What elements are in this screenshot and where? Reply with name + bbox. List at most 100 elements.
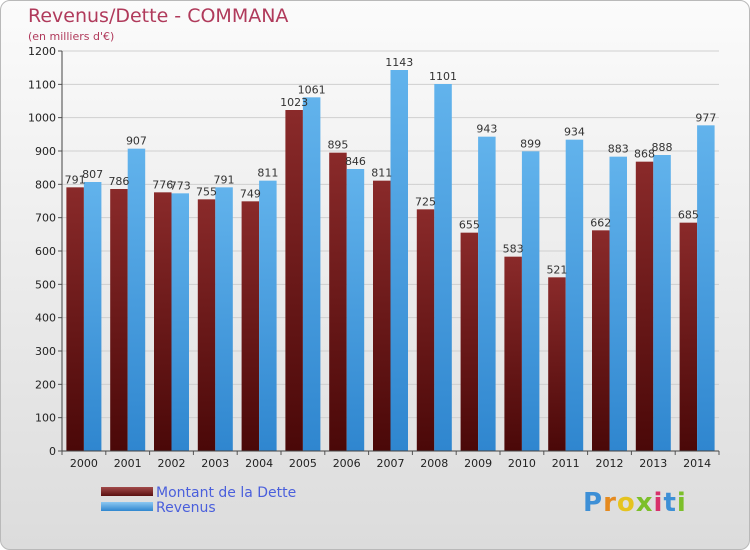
x-tick-label: 2007 — [377, 457, 405, 470]
x-tick-label: 2003 — [201, 457, 229, 470]
bars — [66, 70, 715, 452]
bar-revenus — [171, 193, 189, 452]
bar-revenus — [478, 136, 496, 451]
value-label-dette: 749 — [240, 187, 261, 200]
x-tick-label: 2013 — [639, 457, 667, 470]
x-tick-label: 2010 — [508, 457, 536, 470]
x-tick-label: 2008 — [420, 457, 448, 470]
axes — [61, 51, 719, 452]
value-label-revenus: 773 — [170, 179, 191, 192]
x-axis-ticks: 2000 2001 2002 2003 2004 2005 2006 2007 2008 2009… — [61, 451, 720, 470]
bar-dette — [373, 180, 391, 451]
y-tick-label: 500 — [35, 278, 56, 291]
x-tick-label: 2001 — [114, 457, 142, 470]
x-tick-label: 2006 — [333, 457, 361, 470]
bar-dette — [110, 189, 128, 451]
bar-revenus — [259, 180, 277, 451]
value-label-revenus: 899 — [520, 137, 541, 150]
bar-dette — [460, 232, 479, 451]
logo-letter: i — [676, 488, 687, 518]
bar-revenus — [653, 155, 671, 451]
x-tick-label: 2009 — [464, 457, 492, 470]
value-label-revenus: 811 — [257, 167, 278, 180]
logo-letter: r — [603, 488, 617, 518]
legend-label-dette: Montant de la Dette — [156, 485, 297, 501]
x-tick-label: 2012 — [596, 457, 624, 470]
value-label-dette: 521 — [546, 263, 567, 276]
value-label-revenus: 1061 — [298, 83, 326, 96]
bar-revenus — [521, 151, 540, 452]
value-label-revenus: 1143 — [385, 56, 413, 69]
bar-revenus — [434, 84, 452, 451]
bar-dette — [679, 222, 698, 451]
value-label-dette: 786 — [108, 175, 129, 188]
value-label-dette: 662 — [590, 216, 611, 229]
legend-label-revenus: Revenus — [156, 500, 216, 516]
legend-swatch-dette — [101, 487, 153, 496]
y-tick-label: 700 — [35, 212, 56, 225]
legend-swatch-revenus — [101, 502, 153, 511]
value-label-revenus: 977 — [695, 111, 716, 124]
bar-revenus — [127, 148, 146, 451]
logo-letter: P — [583, 488, 604, 518]
bar-dette — [329, 152, 347, 451]
bar-dette — [285, 110, 303, 451]
value-label-revenus: 1101 — [429, 70, 457, 83]
y-tick-label: 600 — [35, 245, 56, 258]
proxiti-logo: Proxiti — [583, 488, 687, 518]
chart-subtitle: (en milliers d'€) — [28, 30, 115, 43]
y-tick-label: 1000 — [28, 112, 56, 125]
value-label-dette: 811 — [371, 167, 392, 180]
value-label-dette: 791 — [65, 173, 86, 186]
value-label-dette: 685 — [678, 209, 699, 222]
bar-dette — [241, 201, 260, 451]
value-label-revenus: 907 — [126, 135, 147, 148]
x-tick-label: 2014 — [683, 457, 711, 470]
value-label-dette: 1023 — [280, 96, 308, 109]
value-label-revenus: 807 — [82, 168, 103, 181]
x-tick-label: 2005 — [289, 457, 317, 470]
value-label-dette: 895 — [327, 139, 348, 152]
y-tick-label: 300 — [35, 345, 56, 358]
logo-letter: i — [653, 488, 664, 518]
logo-letter: o — [616, 488, 636, 518]
value-label-revenus: 883 — [608, 143, 629, 156]
bar-revenus — [565, 139, 584, 451]
bar-dette — [504, 256, 522, 451]
bar-revenus — [390, 70, 408, 451]
bar-revenus — [83, 182, 102, 451]
y-tick-label: 400 — [35, 312, 56, 325]
bar-revenus — [215, 187, 233, 452]
value-label-revenus: 791 — [214, 173, 235, 186]
bar-revenus — [697, 125, 715, 451]
x-tick-label: 2011 — [552, 457, 580, 470]
logo-letter: t — [663, 488, 677, 518]
y-axis-ticks: 0 100 200 300 400 500 600 700 800 900 1000 1100 1200 — [28, 45, 62, 458]
y-tick-label: 200 — [35, 378, 56, 391]
value-label-revenus: 846 — [345, 155, 366, 168]
x-tick-label: 2004 — [245, 457, 273, 470]
bar-revenus — [302, 97, 321, 451]
bar-dette — [66, 187, 84, 452]
y-tick-label: 0 — [49, 445, 56, 458]
bar-dette — [154, 192, 172, 452]
value-label-revenus: 888 — [652, 141, 673, 154]
bar-dette — [635, 161, 654, 451]
logo-letter: x — [635, 488, 654, 518]
value-label-dette: 776 — [152, 178, 173, 191]
value-label-dette: 755 — [196, 185, 217, 198]
y-tick-label: 800 — [35, 178, 56, 191]
y-tick-label: 900 — [35, 145, 56, 158]
value-label-revenus: 943 — [476, 123, 497, 136]
y-tick-label: 1200 — [28, 45, 56, 58]
value-label-dette: 725 — [415, 195, 436, 208]
y-tick-label: 1100 — [28, 78, 56, 91]
value-label-dette: 868 — [634, 148, 655, 161]
chart-title: Revenus/Dette - COMMANA — [28, 5, 289, 27]
value-label-revenus: 934 — [564, 126, 585, 139]
bar-revenus — [609, 156, 627, 451]
value-label-dette: 583 — [503, 243, 524, 256]
